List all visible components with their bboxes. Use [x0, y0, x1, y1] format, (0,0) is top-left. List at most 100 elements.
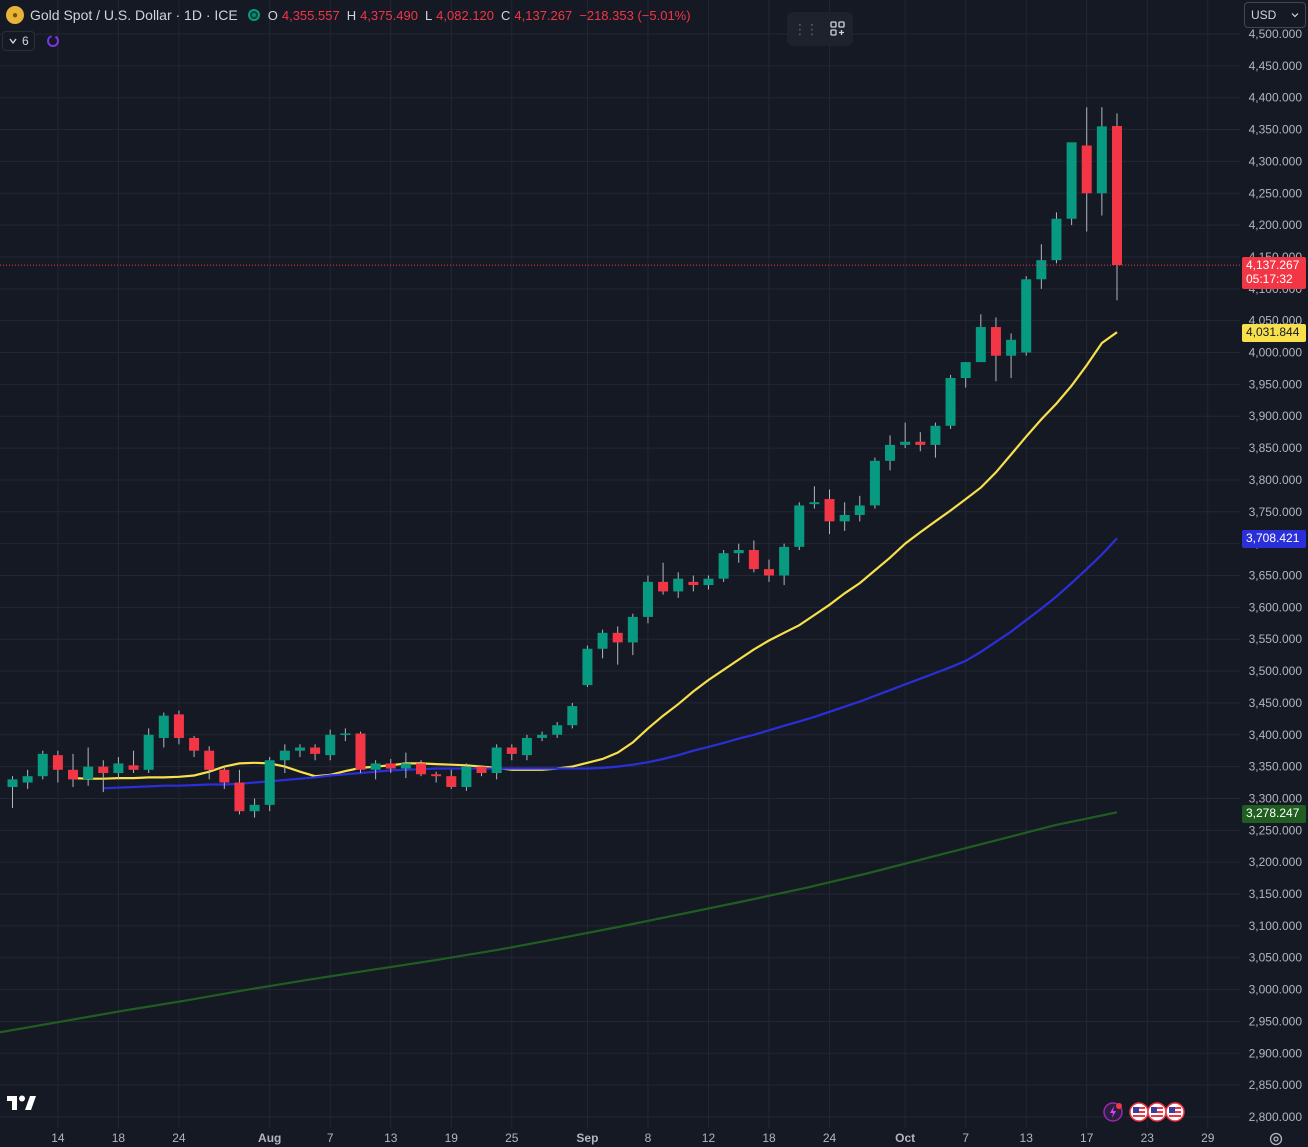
y-tick-label: 3,450.000 [1249, 696, 1303, 710]
candle [990, 317, 1001, 382]
currency-select[interactable]: USD [1244, 2, 1306, 28]
candle-body [945, 378, 956, 426]
candle [642, 575, 653, 624]
candle [869, 457, 880, 509]
candle-body [990, 327, 1001, 356]
indicator-count: 6 [22, 34, 29, 48]
indicators-toggle-button[interactable]: 6 [2, 31, 35, 51]
candle [385, 758, 396, 773]
candle [521, 734, 532, 761]
candle-body [748, 550, 759, 570]
high-key: H [346, 7, 357, 23]
candle-body [83, 766, 94, 780]
close-value: 4,137.267 [514, 7, 573, 23]
candle-body [310, 747, 321, 754]
candle-body [158, 715, 169, 738]
candle [431, 771, 442, 783]
candle-body [779, 546, 790, 576]
ma-slow-label: 3,278.247 [1242, 805, 1306, 823]
floating-toolbar[interactable]: ⋮⋮ [787, 12, 853, 46]
candle-body [340, 733, 351, 735]
candle-body [264, 760, 275, 805]
currency-value: USD [1251, 8, 1277, 22]
candle [718, 550, 729, 582]
price-axis[interactable]: 4,500.000 4,450.000 4,400.000 4,350.000 4,30… [1249, 27, 1303, 1124]
candle-body [1006, 339, 1017, 356]
candle [204, 746, 215, 780]
y-tick-label: 2,950.000 [1249, 1014, 1303, 1028]
candle [370, 760, 381, 780]
candle-body [325, 734, 336, 756]
us-flag-icon[interactable] [1129, 1102, 1189, 1122]
candle-body [854, 505, 865, 515]
high-value: 4,375.490 [360, 7, 418, 23]
symbol-title[interactable]: Gold Spot / U.S. Dollar · 1D · ICE [30, 7, 238, 23]
y-tick-label: 2,800.000 [1249, 1110, 1303, 1124]
candle [900, 422, 911, 449]
candle-body [431, 774, 442, 777]
y-tick-label: 3,650.000 [1249, 569, 1303, 583]
candle [158, 712, 169, 748]
y-tick-label: 2,850.000 [1249, 1078, 1303, 1092]
chevron-down-icon [1291, 13, 1299, 18]
market-status-icon[interactable] [247, 9, 260, 21]
candle [854, 495, 865, 522]
candle-body [900, 441, 911, 445]
candle [128, 750, 139, 773]
candle [37, 750, 48, 780]
candle [113, 757, 124, 780]
x-tick-label: 18 [762, 1131, 776, 1145]
time-axis[interactable]: 14 18 24 Aug 7 13 19 25 Sep 8 12 18 24 Oct 7 13 17 23 29 [51, 1131, 1215, 1145]
candle-body [824, 499, 835, 522]
candle-body [68, 769, 79, 780]
x-tick-label: 19 [445, 1131, 459, 1145]
candle [582, 645, 593, 687]
candle-body [764, 569, 774, 576]
tradingview-logo-icon[interactable] [6, 1093, 38, 1113]
moving-average-line [72, 331, 1118, 780]
x-tick-label: Sep [576, 1131, 598, 1145]
y-tick-label: 3,850.000 [1249, 441, 1303, 455]
candle-body [733, 550, 744, 554]
candle-body [582, 648, 593, 686]
candle [310, 744, 321, 761]
x-tick-label: 12 [702, 1131, 716, 1145]
current-price-value: 4,137.267 [1246, 258, 1300, 272]
candle-body [627, 616, 638, 643]
x-tick-label: 24 [823, 1131, 837, 1145]
sync-icon[interactable] [45, 33, 61, 49]
candle [945, 374, 956, 429]
y-tick-label: 3,400.000 [1249, 728, 1303, 742]
candle [506, 744, 517, 761]
open-value: 4,355.557 [281, 7, 340, 23]
candle-body [370, 763, 381, 770]
lightning-icon[interactable] [1103, 1102, 1123, 1122]
x-tick-label: 13 [384, 1131, 398, 1145]
candle [627, 613, 638, 656]
candle [537, 731, 548, 742]
candle-body [173, 714, 184, 738]
candle [264, 757, 275, 812]
candle-body [839, 514, 850, 522]
candle [779, 543, 790, 586]
close-key: C [501, 7, 511, 23]
y-tick-label: 3,250.000 [1249, 823, 1303, 837]
object-tree-icon[interactable] [829, 20, 847, 38]
candle [22, 769, 33, 789]
gold-coin-icon[interactable]: ● [6, 6, 24, 24]
y-tick-label: 3,800.000 [1249, 473, 1303, 487]
candle [476, 765, 487, 777]
candle [52, 750, 63, 783]
candle [612, 626, 623, 665]
candle [703, 575, 714, 590]
candle [173, 710, 184, 745]
candle-body [703, 578, 714, 586]
candle-body [279, 750, 290, 761]
ma-mid-label: 3,708.421 [1242, 530, 1306, 548]
x-tick-label: Oct [895, 1131, 915, 1145]
y-tick-label: 4,500.000 [1249, 27, 1303, 41]
candle-body [673, 578, 684, 592]
y-tick-label: 3,000.000 [1249, 983, 1303, 997]
drag-handle-icon[interactable]: ⋮⋮ [793, 20, 819, 37]
